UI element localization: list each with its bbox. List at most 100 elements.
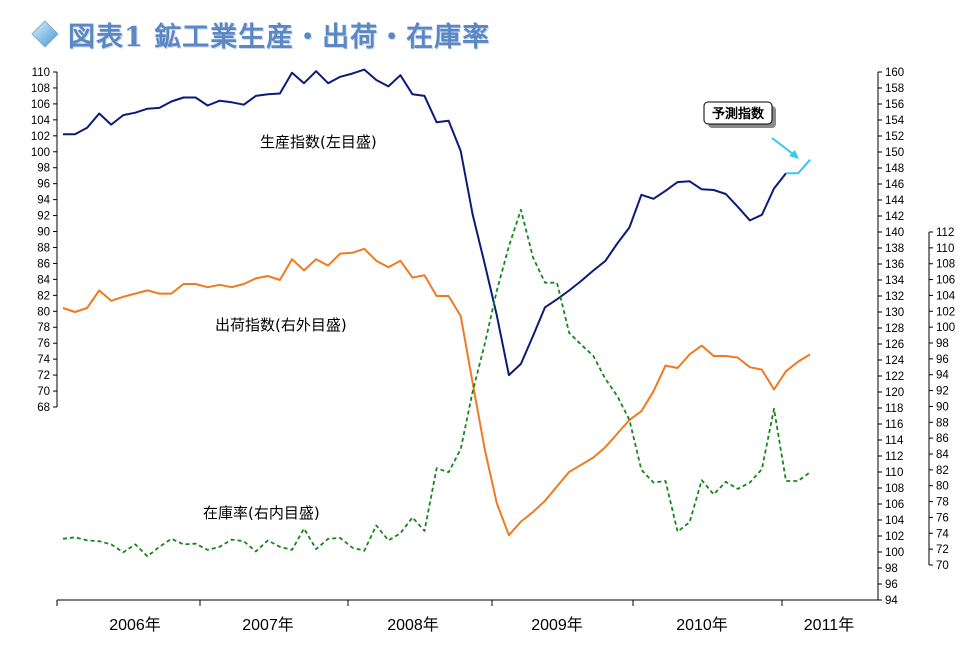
left-tick-label: 72 (37, 370, 50, 382)
right_inner-tick-label: 80 (936, 481, 949, 493)
diamond-bullet-icon (31, 20, 59, 48)
right_outer-tick-label: 148 (885, 163, 904, 175)
right_outer-tick-label: 140 (885, 227, 904, 239)
right_outer-tick-label: 104 (885, 515, 905, 527)
right_outer-tick-label: 108 (885, 483, 904, 495)
right_outer-tick-label: 134 (885, 275, 905, 287)
left-tick-label: 108 (31, 83, 50, 95)
series-layer (62, 68, 811, 558)
left-tick-label: 110 (32, 67, 50, 79)
left-tick-label: 84 (37, 274, 50, 286)
left-tick-label: 94 (37, 195, 50, 207)
right_inner-tick-label: 108 (936, 259, 955, 271)
right_inner-tick-label: 102 (936, 306, 955, 318)
right_outer-tick-label: 154 (885, 115, 905, 127)
right_inner-tick-label: 96 (936, 354, 949, 366)
right_inner-tick-label: 110 (936, 243, 954, 255)
shipment-series-line (62, 247, 811, 537)
x-tick-label: 2008年 (387, 616, 439, 634)
right_outer-tick-label: 136 (885, 259, 904, 271)
right_outer-tick-label: 98 (885, 563, 898, 575)
right_inner-tick-label: 86 (936, 433, 949, 445)
left-tick-label: 70 (37, 386, 50, 398)
right_inner-tick-label: 74 (936, 528, 949, 540)
page-title: 図表1 鉱工業生産・出荷・在庫率 (68, 21, 491, 53)
right_inner-tick-label: 76 (936, 512, 949, 524)
right_outer-tick-label: 130 (885, 307, 904, 319)
x-tick-label: 2009年 (531, 616, 583, 634)
right_outer-tick-label: 122 (885, 371, 904, 383)
right_inner-tick-label: 112 (936, 227, 954, 239)
right_outer-tick-label: 96 (885, 579, 898, 591)
left-tick-label: 90 (37, 227, 50, 239)
x-tick-label: 2006年 (109, 616, 161, 634)
right_outer-tick-label: 146 (885, 179, 904, 191)
forecast-callout-box (703, 101, 773, 125)
right_inner-tick-label: 84 (936, 449, 949, 461)
right_inner-tick-label: 82 (936, 465, 949, 477)
x-tick-label: 2007年 (242, 616, 294, 634)
right_outer-tick-label: 142 (885, 211, 904, 223)
shipment-series-label: 出荷指数(右外目盛) (215, 316, 347, 334)
left-tick-label: 80 (37, 306, 50, 318)
label-layer: 生産指数(左目盛) 出荷指数(右外目盛) 在庫率(右内目盛) 予測指数 (203, 101, 799, 522)
left-tick-label: 82 (37, 290, 50, 302)
production-series-label: 生産指数(左目盛) (260, 133, 377, 151)
inventory-series-line (62, 208, 811, 558)
left-tick-label: 96 (37, 179, 50, 191)
left-tick-label: 86 (37, 258, 50, 270)
right_inner-tick-label: 98 (936, 338, 949, 350)
inventory-series-label: 在庫率(右内目盛) (203, 504, 320, 522)
left-tick-label: 74 (37, 354, 50, 366)
right_outer-tick-label: 132 (885, 291, 904, 303)
right_outer-tick-label: 106 (885, 499, 904, 511)
x-tick-label: 2010年 (676, 616, 728, 634)
right_outer-tick-label: 158 (885, 83, 904, 95)
right_outer-tick-label: 124 (885, 355, 905, 367)
left-tick-label: 92 (37, 211, 50, 223)
right_outer-tick-label: 102 (885, 531, 904, 543)
left-tick-label: 104 (31, 115, 51, 127)
right_outer-tick-label: 94 (885, 595, 898, 607)
right_outer-tick-label: 126 (885, 339, 904, 351)
right_inner-tick-label: 92 (936, 386, 949, 398)
forecast-arrow-head (789, 150, 799, 159)
right_outer-tick-label: 150 (885, 147, 904, 159)
right_outer-tick-label: 114 (885, 435, 904, 447)
right_outer-tick-label: 110 (885, 467, 903, 479)
right_outer-tick-label: 156 (885, 99, 904, 111)
left-tick-label: 100 (31, 147, 50, 159)
right_inner-tick-label: 90 (936, 401, 949, 413)
right_outer-tick-label: 128 (885, 323, 904, 335)
left-tick-label: 98 (37, 163, 50, 175)
right_inner-tick-label: 100 (936, 322, 955, 334)
title-area: 図表1 鉱工業生産・出荷・在庫率 (30, 14, 490, 54)
right_inner-tick-label: 106 (936, 275, 955, 287)
right_outer-tick-label: 144 (885, 195, 905, 207)
left-tick-label: 102 (31, 131, 50, 143)
left-tick-label: 88 (37, 242, 50, 254)
forecast-callout-text: 予測指数 (712, 106, 765, 122)
right_inner-tick-label: 78 (936, 497, 949, 509)
left-tick-label: 106 (31, 99, 50, 111)
right_inner-tick-label: 72 (936, 544, 949, 556)
left-tick-label: 78 (37, 322, 50, 334)
right_outer-tick-label: 112 (885, 451, 903, 463)
forecast-series-line (786, 159, 811, 175)
right_inner-tick-label: 104 (936, 290, 956, 302)
right_outer-tick-label: 100 (885, 547, 904, 559)
right_outer-tick-label: 152 (885, 131, 904, 143)
right_outer-tick-label: 116 (885, 419, 903, 431)
right_inner-tick-label: 94 (936, 370, 949, 382)
right_inner-tick-label: 70 (936, 560, 949, 572)
production-series-line (63, 68, 787, 377)
right_inner-tick-label: 88 (936, 417, 949, 429)
left-tick-label: 76 (37, 338, 50, 350)
left-tick-label: 68 (37, 402, 50, 414)
forecast-callout: 予測指数 (703, 101, 799, 159)
x-tick-label: 2011年 (804, 616, 854, 634)
axes-layer: 68 70 72 74 76 78 80 82 84 86 88 90 92 94 96 98 100 102 10… (31, 67, 956, 634)
right_outer-tick-label: 138 (885, 243, 904, 255)
